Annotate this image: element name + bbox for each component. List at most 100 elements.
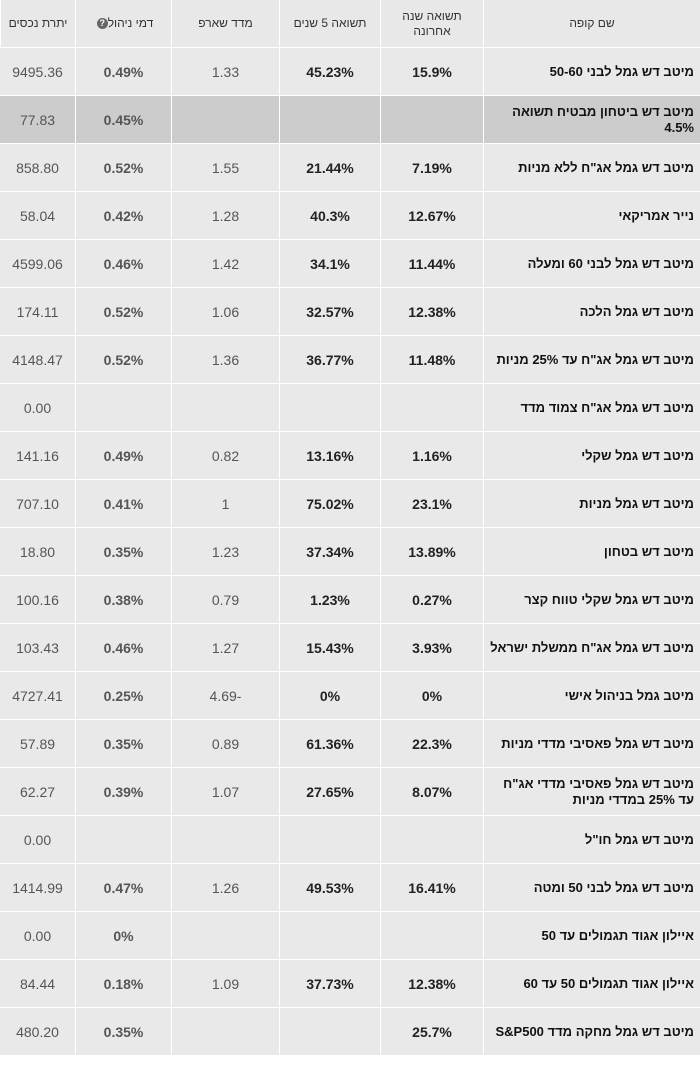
sharpe-cell — [171, 96, 279, 143]
assets-cell: 0.00 — [0, 912, 75, 959]
mgmt-fee-cell: 0.52% — [75, 288, 171, 335]
mgmt-fee-cell: 0.35% — [75, 720, 171, 767]
last-year-return-cell: 0% — [380, 672, 483, 719]
header-five-year-return[interactable]: תשואה 5 שנים — [279, 0, 380, 47]
fund-name-cell: מיטב דש גמל לבני 50-60 — [483, 48, 700, 95]
fund-name-cell: מיטב דש גמל לבני 60 ומעלה — [483, 240, 700, 287]
fund-name-cell: מיטב דש גמל אג"ח עד 25% מניות — [483, 336, 700, 383]
five-year-return-cell: 0% — [279, 672, 380, 719]
fund-name-cell: מיטב דש גמל שקלי — [483, 432, 700, 479]
assets-cell: 100.16 — [0, 576, 75, 623]
assets-cell: 1414.99 — [0, 864, 75, 911]
five-year-return-cell — [279, 912, 380, 959]
five-year-return-cell — [279, 384, 380, 431]
last-year-return-cell — [380, 96, 483, 143]
sharpe-cell: 0.82 — [171, 432, 279, 479]
fund-name-cell: מיטב דש גמל אג"ח ללא מניות — [483, 144, 700, 191]
sharpe-cell: 1.06 — [171, 288, 279, 335]
assets-cell: 84.44 — [0, 960, 75, 1007]
five-year-return-cell: 45.23% — [279, 48, 380, 95]
mgmt-fee-cell: 0.46% — [75, 624, 171, 671]
five-year-return-cell: 37.73% — [279, 960, 380, 1007]
last-year-return-cell: 8.07% — [380, 768, 483, 815]
header-assets[interactable]: יתרת נכסים — [0, 0, 75, 47]
last-year-return-cell: 16.41% — [380, 864, 483, 911]
mgmt-fee-cell: 0.47% — [75, 864, 171, 911]
assets-cell: 4599.06 — [0, 240, 75, 287]
mgmt-fee-cell: 0.45% — [75, 96, 171, 143]
fund-name-cell: מיטב דש ביטחון מבטיח תשואה 4.5% — [483, 96, 700, 143]
five-year-return-cell: 1.23% — [279, 576, 380, 623]
assets-cell: 141.16 — [0, 432, 75, 479]
mgmt-fee-cell: 0.52% — [75, 336, 171, 383]
assets-cell: 77.83 — [0, 96, 75, 143]
sharpe-cell: 0.89 — [171, 720, 279, 767]
last-year-return-cell: 13.89% — [380, 528, 483, 575]
five-year-return-cell: 40.3% — [279, 192, 380, 239]
sharpe-cell: -4.69 — [171, 672, 279, 719]
five-year-return-cell: 36.77% — [279, 336, 380, 383]
fund-name-cell: מיטב דש גמל לבני 50 ומטה — [483, 864, 700, 911]
mgmt-fee-cell: 0.18% — [75, 960, 171, 1007]
fund-name-cell: איילון אגוד תגמולים עד 50 — [483, 912, 700, 959]
last-year-return-cell: 15.9% — [380, 48, 483, 95]
last-year-return-cell: 12.38% — [380, 960, 483, 1007]
sharpe-cell: 1.33 — [171, 48, 279, 95]
assets-cell: 62.27 — [0, 768, 75, 815]
mgmt-fee-cell: 0.49% — [75, 48, 171, 95]
fund-name-cell: מיטב דש גמל פאסיבי מדדי מניות — [483, 720, 700, 767]
assets-cell: 174.11 — [0, 288, 75, 335]
sharpe-cell: 1.27 — [171, 624, 279, 671]
five-year-return-cell: 32.57% — [279, 288, 380, 335]
sharpe-cell: 1.23 — [171, 528, 279, 575]
fund-name-cell: מיטב דש גמל שקלי טווח קצר — [483, 576, 700, 623]
five-year-return-cell: 75.02% — [279, 480, 380, 527]
five-year-return-cell — [279, 1008, 380, 1055]
header-sharpe[interactable]: מדד שארפ — [171, 0, 279, 47]
last-year-return-cell — [380, 384, 483, 431]
assets-cell: 4148.47 — [0, 336, 75, 383]
sharpe-cell: 1.42 — [171, 240, 279, 287]
last-year-return-cell — [380, 816, 483, 863]
mgmt-fee-cell: 0.52% — [75, 144, 171, 191]
header-mgmt-fee[interactable]: דמי ניהול ? — [75, 0, 171, 47]
fund-name-cell: מיטב דש גמל הלכה — [483, 288, 700, 335]
mgmt-fee-cell — [75, 816, 171, 863]
mgmt-fee-cell: 0% — [75, 912, 171, 959]
sharpe-cell: 1.55 — [171, 144, 279, 191]
assets-cell: 18.80 — [0, 528, 75, 575]
assets-cell: 57.89 — [0, 720, 75, 767]
five-year-return-cell: 27.65% — [279, 768, 380, 815]
assets-cell: 103.43 — [0, 624, 75, 671]
five-year-return-cell — [279, 816, 380, 863]
assets-cell: 0.00 — [0, 816, 75, 863]
sharpe-cell: 1 — [171, 480, 279, 527]
mgmt-fee-cell: 0.49% — [75, 432, 171, 479]
last-year-return-cell: 1.16% — [380, 432, 483, 479]
last-year-return-cell: 23.1% — [380, 480, 483, 527]
mgmt-fee-cell: 0.35% — [75, 528, 171, 575]
assets-cell: 58.04 — [0, 192, 75, 239]
fund-name-cell: נייר אמריקאי — [483, 192, 700, 239]
five-year-return-cell — [279, 96, 380, 143]
sharpe-cell — [171, 912, 279, 959]
last-year-return-cell: 12.38% — [380, 288, 483, 335]
fund-name-cell: מיטב גמל בניהול אישי — [483, 672, 700, 719]
header-fund-name[interactable]: שם קופה — [483, 0, 700, 47]
assets-cell: 0.00 — [0, 384, 75, 431]
help-icon[interactable]: ? — [96, 18, 108, 29]
fund-name-cell: מיטב דש בטחון — [483, 528, 700, 575]
mgmt-fee-cell: 0.35% — [75, 1008, 171, 1055]
five-year-return-cell: 61.36% — [279, 720, 380, 767]
fund-name-cell: מיטב דש גמל מניות — [483, 480, 700, 527]
five-year-return-cell: 37.34% — [279, 528, 380, 575]
header-last-year-return[interactable]: תשואה שנה אחרונה — [380, 0, 483, 47]
five-year-return-cell: 15.43% — [279, 624, 380, 671]
sharpe-cell: 1.09 — [171, 960, 279, 1007]
sharpe-cell: 1.26 — [171, 864, 279, 911]
last-year-return-cell — [380, 912, 483, 959]
assets-cell: 480.20 — [0, 1008, 75, 1055]
last-year-return-cell: 3.93% — [380, 624, 483, 671]
five-year-return-cell: 49.53% — [279, 864, 380, 911]
